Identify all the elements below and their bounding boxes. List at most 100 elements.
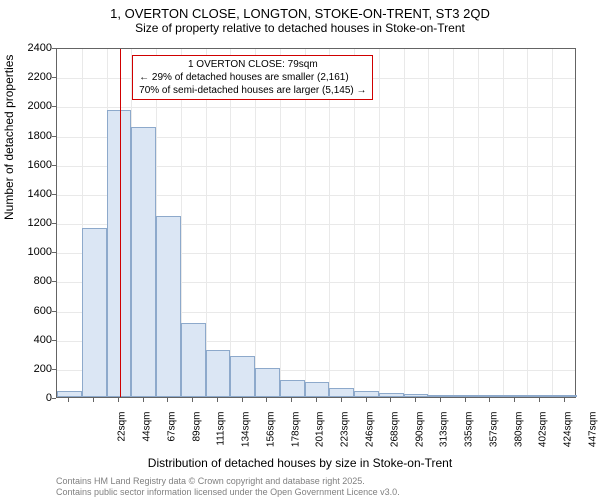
x-tick-label: 335sqm [464,412,475,462]
y-tick-mark [52,398,56,399]
x-tick-label: 44sqm [142,412,153,462]
gridline-v [453,49,454,397]
x-tick-mark [93,398,94,402]
x-tick-mark [440,398,441,402]
x-tick-label: 156sqm [265,412,276,462]
gridline-v [280,49,281,397]
y-tick-label: 2200 [12,71,52,83]
x-tick-label: 246sqm [365,412,376,462]
x-tick-label: 22sqm [117,412,128,462]
x-tick-label: 357sqm [488,412,499,462]
x-tick-label: 201sqm [315,412,326,462]
x-tick-label: 380sqm [513,412,524,462]
x-tick-mark [489,398,490,402]
x-tick-mark [514,398,515,402]
histogram-bar [527,395,552,397]
y-tick-label: 1200 [12,217,52,229]
y-tick-mark [52,281,56,282]
x-tick-mark [465,398,466,402]
chart-title-line1: 1, OVERTON CLOSE, LONGTON, STOKE-ON-TREN… [0,0,600,21]
plot-area: 1 OVERTON CLOSE: 79sqm← 29% of detached … [56,48,576,398]
y-tick-mark [52,340,56,341]
histogram-bar [181,323,206,397]
histogram-bar [503,395,528,397]
y-tick-label: 1000 [12,246,52,258]
x-tick-label: 178sqm [290,412,301,462]
y-tick-mark [52,194,56,195]
histogram-bar [428,395,453,397]
y-tick-label: 1600 [12,159,52,171]
x-tick-label: 313sqm [439,412,450,462]
y-tick-label: 400 [12,334,52,346]
annotation-line-a: ← 29% of detached houses are smaller (2,… [139,71,366,84]
x-tick-mark [192,398,193,402]
annotation-title: 1 OVERTON CLOSE: 79sqm [139,58,366,71]
x-tick-label: 111sqm [216,412,227,462]
gridline-v [379,49,380,397]
x-tick-label: 134sqm [241,412,252,462]
gridline-h [57,107,575,108]
y-tick-label: 2400 [12,42,52,54]
x-tick-label: 290sqm [414,412,425,462]
x-tick-label: 447sqm [587,412,598,462]
x-tick-mark [118,398,119,402]
y-tick-mark [52,369,56,370]
gridline-v [255,49,256,397]
histogram-bar [305,382,330,397]
gridline-v [206,49,207,397]
x-tick-mark [167,398,168,402]
annotation-line-b: 70% of semi-detached houses are larger (… [139,84,366,97]
histogram-bar [255,368,280,397]
y-tick-mark [52,106,56,107]
histogram-bar [280,380,305,398]
x-tick-mark [564,398,565,402]
histogram-bar [82,228,107,397]
chart-container: 1, OVERTON CLOSE, LONGTON, STOKE-ON-TREN… [0,0,600,500]
histogram-bar [107,110,132,397]
x-tick-label: 67sqm [166,412,177,462]
chart-title-line2: Size of property relative to detached ho… [0,21,600,39]
x-axis-label: Distribution of detached houses by size … [0,456,600,470]
gridline-v [552,49,553,397]
y-tick-label: 200 [12,363,52,375]
y-tick-label: 800 [12,275,52,287]
annotation-box: 1 OVERTON CLOSE: 79sqm← 29% of detached … [132,55,373,100]
gridline-v [230,49,231,397]
histogram-bar [379,393,404,397]
x-tick-mark [341,398,342,402]
x-tick-label: 223sqm [340,412,351,462]
x-tick-mark [316,398,317,402]
x-tick-label: 89sqm [191,412,202,462]
x-tick-label: 268sqm [389,412,400,462]
histogram-bar [354,391,379,397]
gridline-v [478,49,479,397]
histogram-bar [230,356,255,397]
chart-footer: Contains HM Land Registry data © Crown c… [56,476,400,499]
y-tick-mark [52,223,56,224]
y-tick-label: 600 [12,305,52,317]
gridline-v [305,49,306,397]
x-tick-label: 402sqm [538,412,549,462]
gridline-v [354,49,355,397]
x-tick-mark [217,398,218,402]
histogram-bar [156,216,181,397]
x-tick-mark [68,398,69,402]
x-tick-mark [143,398,144,402]
histogram-bar [404,394,429,397]
histogram-bar [478,395,503,397]
y-tick-mark [52,311,56,312]
histogram-bar [206,350,231,397]
y-tick-label: 1400 [12,188,52,200]
histogram-bar [57,391,82,397]
gridline-v [503,49,504,397]
gridline-v [404,49,405,397]
histogram-bar [131,127,156,397]
x-tick-mark [539,398,540,402]
y-tick-label: 2000 [12,100,52,112]
y-tick-mark [52,252,56,253]
x-tick-mark [415,398,416,402]
x-tick-mark [266,398,267,402]
x-tick-mark [390,398,391,402]
footer-line2: Contains public sector information licen… [56,487,400,498]
x-tick-mark [242,398,243,402]
